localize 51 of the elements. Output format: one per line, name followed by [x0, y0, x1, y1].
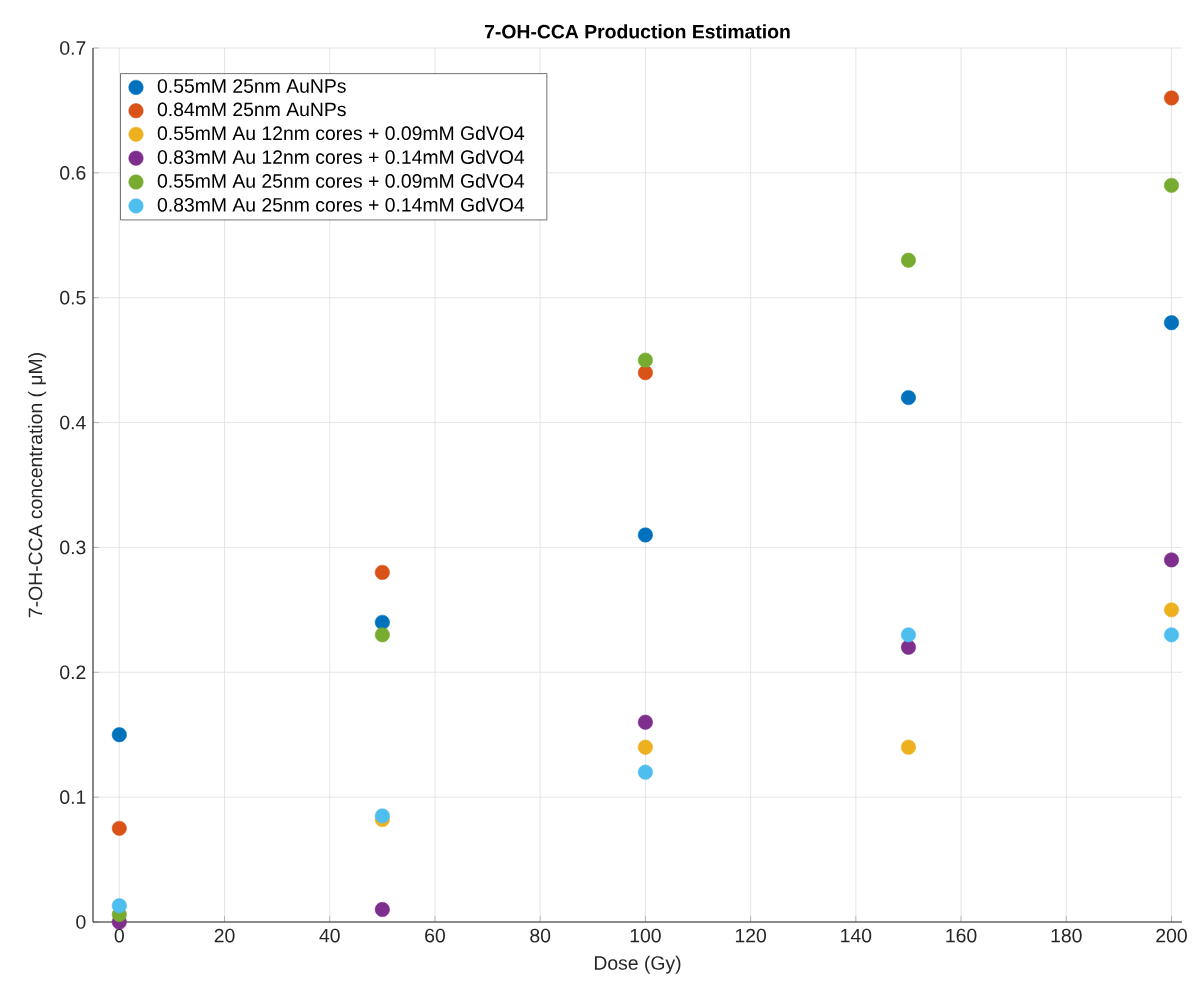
y-tick-label: 0.4 [60, 415, 86, 430]
point [111, 820, 127, 836]
y-tick-label: 0.1 [60, 790, 86, 805]
point [637, 352, 653, 368]
point [1164, 90, 1179, 106]
point [637, 714, 653, 730]
point [1164, 627, 1179, 643]
y-tick-label: 0.2 [60, 665, 86, 680]
y-tick-label: 0.6 [60, 165, 86, 180]
point [1164, 552, 1179, 568]
point [374, 902, 390, 917]
y-axis-title: 7-OH-CCA concentration ( μM) [28, 353, 47, 618]
x-tick-label: 80 [530, 928, 551, 943]
y-tick-label: 0.7 [60, 41, 86, 55]
point [900, 739, 916, 755]
point [1164, 602, 1179, 618]
x-tick-label: 0 [114, 928, 124, 943]
x-tick-label: 200 [1156, 928, 1187, 943]
legend-label: 0.55mM 25nm AuNPs [157, 79, 346, 93]
point [1164, 315, 1179, 331]
point [1164, 177, 1179, 193]
y-tick-label: 0.3 [60, 540, 86, 555]
x-tick-label: 60 [425, 928, 445, 943]
point [374, 564, 390, 580]
point [900, 390, 916, 406]
point [374, 808, 390, 824]
x-axis-title: Dose (Gy) [594, 955, 681, 974]
legend-label: 0.55mM Au 25nm cores + 0.09mM GdVO4 [157, 173, 525, 188]
legend-label: 0.83mM Au 12nm cores + 0.14mM GdVO4 [157, 149, 525, 164]
x-tick-label: 160 [946, 928, 977, 943]
y-tick-label: 0.5 [60, 290, 86, 305]
point [637, 739, 653, 755]
x-tick-label: 20 [214, 928, 235, 943]
x-tick-label: 140 [841, 928, 872, 943]
legend-label: 0.55mM Au 12nm cores + 0.09mM GdVO4 [157, 125, 525, 141]
point [900, 639, 916, 655]
point [900, 252, 916, 268]
x-tick-label: 120 [735, 928, 767, 943]
legend-label: 0.83mM Au 25nm cores + 0.14mM GdVO4 [157, 197, 525, 212]
x-tick-label: 40 [319, 928, 340, 943]
x-tick-label: 180 [1051, 928, 1082, 943]
point [374, 627, 390, 643]
chart-title: 7-OH-CCA Production Estimation [484, 24, 790, 39]
y-tick-label: 0 [76, 915, 86, 929]
x-tick-label: 100 [630, 928, 661, 943]
point [111, 727, 127, 743]
point [637, 527, 653, 543]
point [637, 764, 653, 780]
legend-label: 0.84mM 25nm AuNPs [157, 102, 346, 117]
point [900, 627, 916, 643]
point [111, 898, 127, 914]
